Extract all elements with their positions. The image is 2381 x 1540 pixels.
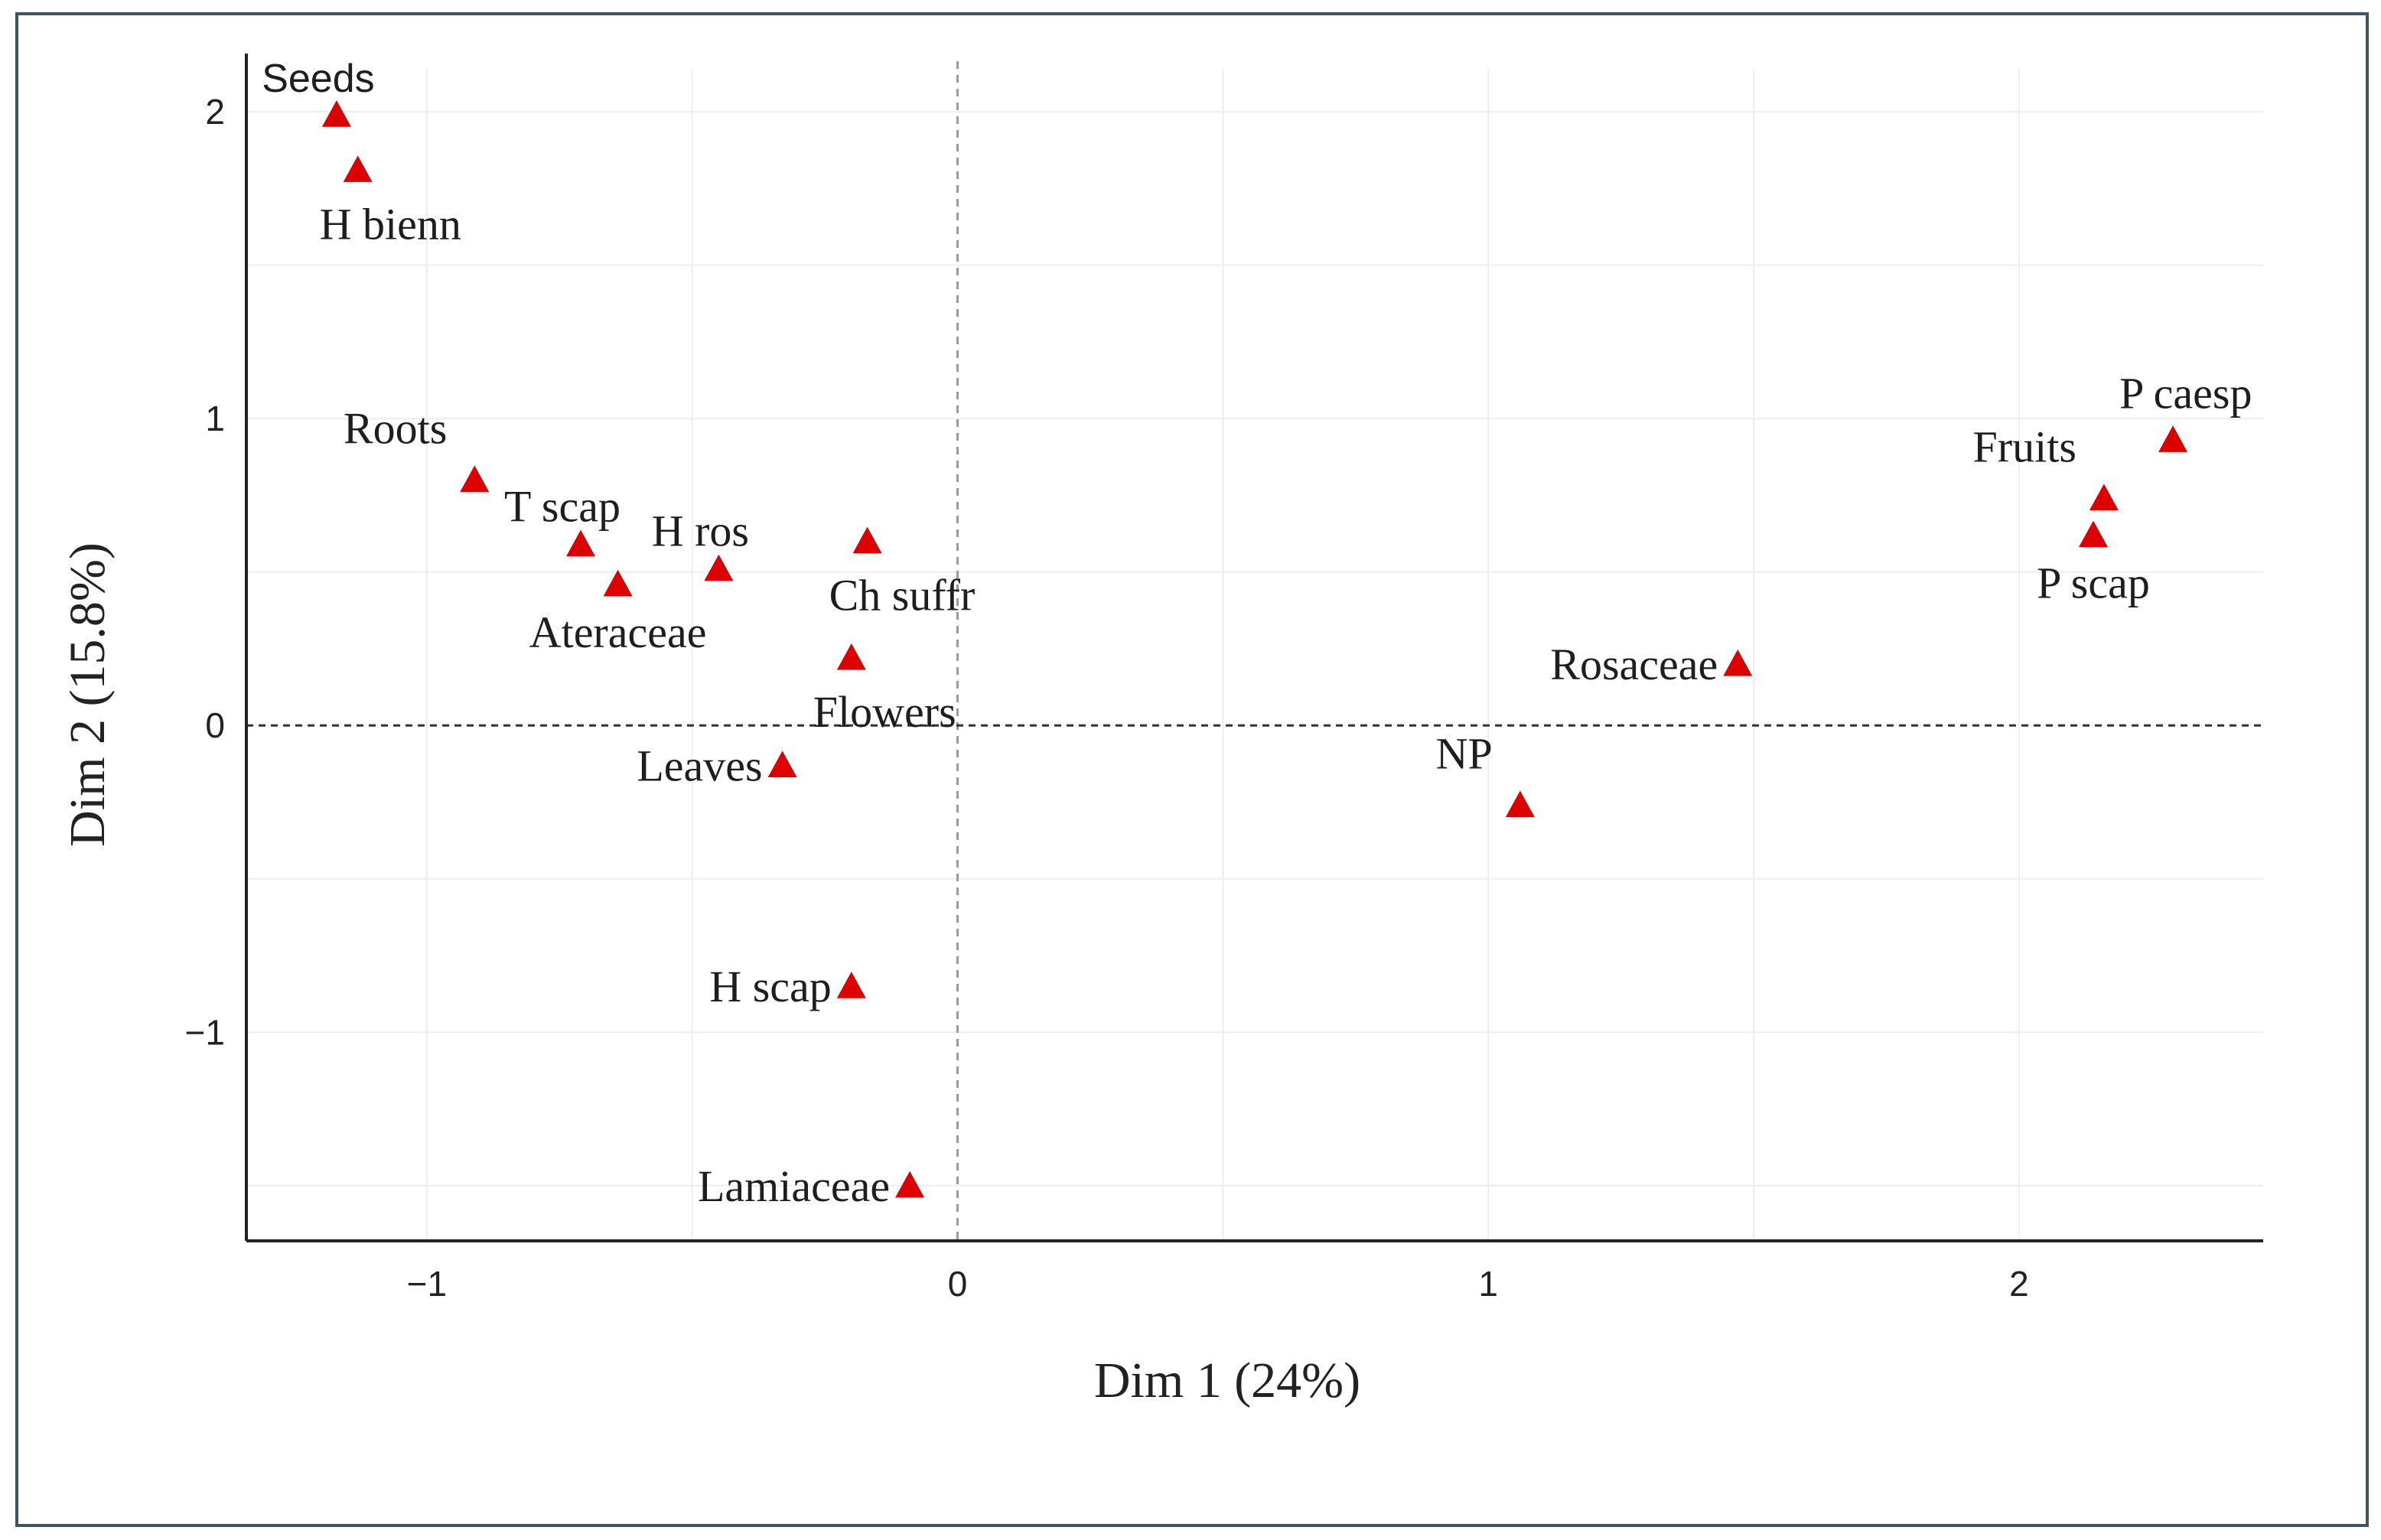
point-marker-np <box>1505 790 1535 818</box>
point-label-ateraceae: Ateraceae <box>529 607 707 657</box>
y-tick-label: 1 <box>205 399 225 438</box>
x-tick-label: 0 <box>948 1264 968 1304</box>
point-label-fruits: Fruits <box>1973 422 2076 471</box>
point-label-lamiaceae: Lamiaceae <box>698 1161 890 1211</box>
point-label-rosaceae: Rosaceae <box>1550 640 1718 689</box>
point-marker-t-scap <box>566 529 596 557</box>
point-marker-leaves <box>767 750 797 777</box>
axes <box>245 54 2263 1242</box>
point-label-leaves: Leaves <box>637 741 762 790</box>
point-label-seeds: Seeds <box>262 57 374 101</box>
y-tick-label: −1 <box>185 1012 225 1052</box>
point-label-ch-suffr: Ch suffr <box>829 571 976 620</box>
point-labels: Seeds H bienn Roots T scap Ateraceae H ros Ch … <box>262 57 2252 1211</box>
point-marker-ateraceae <box>603 569 633 597</box>
point-marker-ch-suffr <box>852 526 882 554</box>
point-label-h-scap: H scap <box>709 962 831 1011</box>
point-label-roots: Roots <box>344 403 447 453</box>
point-marker-flowers <box>836 643 866 670</box>
x-tick-label: −1 <box>407 1264 447 1304</box>
point-marker-roots <box>460 465 490 492</box>
point-label-flowers: Flowers <box>813 687 956 737</box>
point-marker-h-bienn <box>343 155 373 182</box>
x-axis-title: Dim 1 (24%) <box>1094 1353 1360 1408</box>
point-marker-lamiaceae <box>895 1170 925 1198</box>
y-tick-label: 0 <box>205 705 225 745</box>
point-label-h-ros: H ros <box>652 506 749 556</box>
tick-labels: −1 0 1 2 −1 0 1 2 <box>185 92 2029 1304</box>
point-label-np: NP <box>1436 729 1493 779</box>
grid-layer <box>246 69 2263 1241</box>
y-tick-label: 2 <box>205 92 225 132</box>
point-marker-h-scap <box>836 972 866 998</box>
point-label-p-scap: P scap <box>2037 558 2150 608</box>
point-marker-rosaceae <box>1723 650 1753 676</box>
point-marker-seeds <box>321 100 351 127</box>
point-marker-p-scap <box>2079 520 2109 548</box>
point-marker-fruits <box>2089 483 2119 511</box>
data-points <box>321 100 2188 1198</box>
reference-lines <box>246 61 2263 1241</box>
point-marker-p-caesp <box>2158 425 2188 452</box>
y-axis-title: Dim 2 (15.8%) <box>60 542 116 847</box>
x-tick-label: 2 <box>2009 1264 2029 1304</box>
point-marker-h-ros <box>704 554 734 581</box>
point-label-t-scap: T scap <box>504 482 620 532</box>
x-tick-label: 1 <box>1478 1264 1498 1304</box>
point-label-p-caesp: P caesp <box>2119 368 2252 418</box>
point-label-h-bienn: H bienn <box>320 199 461 249</box>
